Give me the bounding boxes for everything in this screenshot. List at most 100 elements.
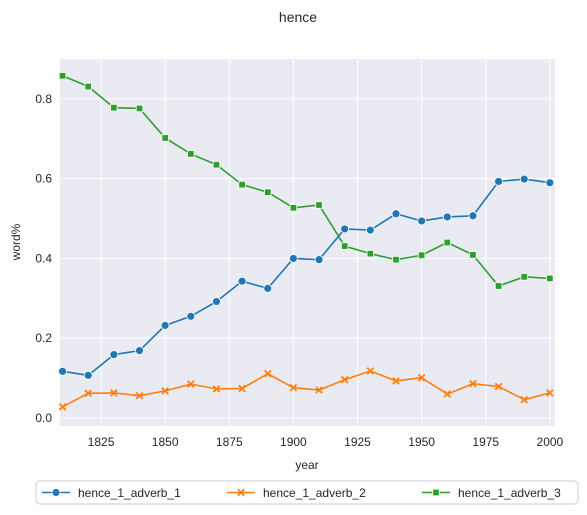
x-marker-stroke (237, 488, 245, 497)
data-point (340, 375, 349, 384)
data-point (340, 242, 349, 250)
data-point (366, 249, 375, 258)
x-tick-label: 1975 (472, 435, 499, 449)
y-tick-label: 0.8 (35, 92, 52, 106)
data-point (494, 282, 503, 290)
x-marker-stroke (366, 367, 375, 375)
x-marker-stroke (212, 385, 221, 393)
y-tick-label: 0.4 (35, 251, 52, 265)
data-point (109, 350, 119, 359)
data-point (110, 103, 118, 112)
data-point (469, 379, 477, 388)
x-axis: 1825 1850 1875 1900 1925 1950 1975 2000 (88, 435, 564, 449)
data-point (263, 283, 273, 293)
data-point (187, 150, 195, 158)
data-point (519, 174, 529, 184)
data-point (186, 380, 195, 388)
data-point (417, 373, 426, 382)
x-marker-stroke (110, 389, 118, 397)
chart-title: hence (279, 9, 317, 25)
data-point (264, 188, 272, 196)
x-marker-stroke (186, 380, 195, 388)
data-point (83, 370, 93, 380)
x-marker-stroke (84, 389, 93, 398)
data-point (135, 346, 144, 356)
x-marker-stroke (263, 369, 272, 378)
x-marker-stroke (546, 389, 554, 397)
x-marker-stroke (135, 391, 144, 400)
data-point (237, 276, 247, 286)
data-point (135, 391, 144, 400)
legend-item: hence_1_adverb_2 (227, 486, 366, 500)
series-line (62, 370, 551, 408)
x-tick-label: 1850 (152, 435, 179, 449)
data-point (263, 369, 272, 378)
x-marker-stroke (340, 375, 349, 384)
data-point (469, 251, 477, 259)
x-marker-stroke (315, 386, 323, 394)
data-point (110, 389, 118, 397)
data-point (84, 82, 92, 91)
data-point (392, 377, 400, 385)
x-tick-label: 1900 (280, 435, 307, 449)
legend-label: hence_1_adverb_1 (78, 486, 181, 500)
legend: hence_1_adverb_1 hence_1_adverb_2 hence_1_… (35, 480, 579, 505)
data-point (58, 72, 67, 80)
x-marker-stroke (392, 377, 400, 385)
legend-box (35, 480, 579, 505)
data-point (212, 161, 221, 169)
data-point (366, 367, 375, 375)
data-point (443, 238, 451, 247)
data-point (391, 209, 401, 219)
data-point (340, 224, 350, 234)
y-tick-label: 0.2 (35, 331, 52, 345)
x-marker-stroke (161, 387, 169, 395)
y-axis-label: word% (9, 223, 23, 261)
data-point (442, 212, 452, 222)
data-point (545, 178, 555, 188)
x-marker-stroke (58, 403, 67, 411)
series-hence_1_adverb_2 (58, 367, 554, 411)
x-marker-stroke (289, 383, 298, 392)
data-point (417, 251, 426, 259)
data-point (314, 255, 324, 265)
data-point (546, 274, 554, 283)
series-layer (58, 72, 555, 411)
legend-label: hence_1_adverb_3 (458, 486, 561, 500)
y-tick-label: 0.6 (35, 172, 52, 186)
data-point (161, 387, 169, 395)
data-point (417, 216, 427, 226)
data-point (84, 389, 93, 398)
data-point (443, 390, 452, 398)
legend-item: hence_1_adverb_3 (422, 486, 561, 500)
x-tick-label: 2000 (537, 435, 564, 449)
data-point (468, 211, 478, 221)
x-marker-stroke (494, 382, 503, 391)
data-point (289, 204, 298, 212)
data-point (392, 255, 400, 264)
x-marker-stroke (443, 390, 452, 398)
data-point (494, 177, 503, 186)
data-point (289, 383, 298, 392)
x-marker-stroke (238, 384, 246, 393)
data-point (288, 254, 298, 263)
y-tick-label: 0.0 (35, 411, 52, 425)
legend-label: hence_1_adverb_2 (263, 486, 366, 500)
data-point (520, 395, 529, 404)
legend-item: hence_1_adverb_1 (42, 486, 181, 500)
data-point (212, 385, 221, 393)
y-axis: 0.0 0.2 0.4 0.6 0.8 (35, 92, 52, 425)
data-point (161, 134, 169, 142)
data-point (186, 311, 196, 321)
legend-marker (237, 488, 245, 497)
data-point (160, 321, 170, 330)
x-tick-label: 1875 (216, 435, 243, 449)
x-axis-label: year (295, 458, 318, 472)
x-marker-stroke (520, 395, 529, 404)
plot-area (60, 59, 555, 426)
data-point (315, 386, 323, 394)
legend-marker (51, 488, 61, 497)
data-point (238, 180, 246, 189)
data-point (546, 389, 554, 397)
